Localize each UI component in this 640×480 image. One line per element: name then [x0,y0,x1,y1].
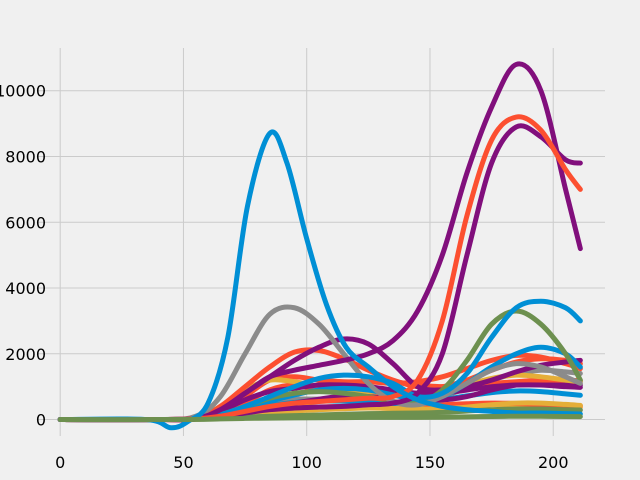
y-tick-label-5: 10000 [0,82,46,101]
series-line-17 [57,61,583,423]
series-line-19 [57,114,583,423]
y-tick-label-4: 8000 [5,148,46,167]
x-axis: 0 50 100 150 200 [55,453,568,472]
series-line-21 [57,413,583,423]
series-line-20 [57,129,583,431]
y-axis: 0 2000 4000 6000 8000 10000 [0,82,46,430]
y-tick-label-1: 2000 [5,345,46,364]
y-tick-label-3: 6000 [5,213,46,232]
series-line-15 [57,304,583,423]
x-tick-label-2: 100 [291,453,322,472]
y-tick-label-0: 0 [36,411,46,430]
x-tick-label-0: 0 [55,453,65,472]
x-tick-label-1: 50 [173,453,193,472]
x-tick-label-4: 200 [538,453,569,472]
series-group [57,61,583,431]
x-tick-label-3: 150 [415,453,446,472]
y-tick-label-2: 4000 [5,279,46,298]
